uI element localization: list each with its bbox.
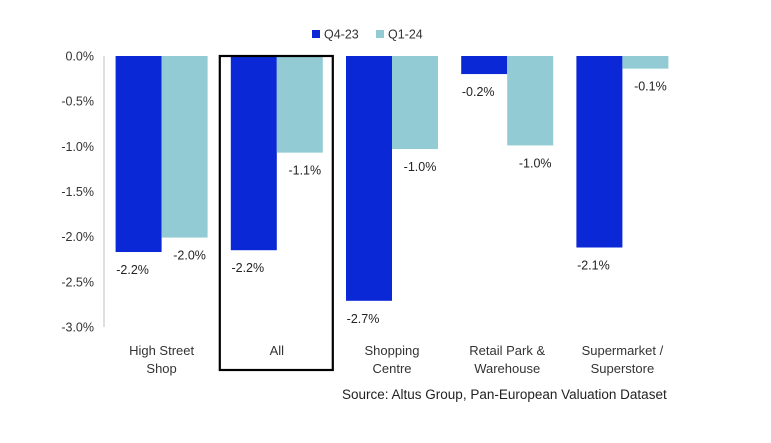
category-label: Warehouse <box>474 361 540 376</box>
bar-q4-23-4 <box>576 56 623 248</box>
legend-swatch-q1-24 <box>376 30 384 38</box>
data-label-q1-24-3: -1.0% <box>519 156 552 170</box>
data-label-q4-23-1: -2.2% <box>231 261 264 275</box>
y-tick-label: -3.0% <box>61 321 94 335</box>
data-label-q1-24-1: -1.1% <box>288 164 321 178</box>
category-label: All <box>270 343 285 358</box>
data-label-q4-23-3: -0.2% <box>462 85 495 99</box>
data-labels: -2.2% -2.2% -2.7% -0.2% -2.1% -2.0% -1.1% -1.0%… <box>116 80 666 326</box>
bar-q4-23-3 <box>461 56 508 75</box>
y-tick-label: -2.5% <box>61 275 94 289</box>
bar-q1-24-3 <box>507 56 554 146</box>
legend-label-q1-24: Q1-24 <box>388 28 423 42</box>
y-tick-label: -0.5% <box>61 95 94 109</box>
data-label-q4-23-4: -2.1% <box>577 259 610 273</box>
bar-q4-23-1 <box>230 56 277 251</box>
category-label: Retail Park & <box>469 343 545 358</box>
bar-q1-24-2 <box>392 56 438 150</box>
bar-q1-24-1 <box>276 56 323 153</box>
category-label: Superstore <box>591 361 655 376</box>
y-tick-label: -1.5% <box>61 185 94 199</box>
source-note: Source: Altus Group, Pan-European Valuat… <box>342 387 667 402</box>
highlight-box-group <box>218 54 334 372</box>
y-axis: 0.0% -0.5% -1.0% -1.5% -2.0% -2.5% -3.0% <box>61 50 105 335</box>
category-label: Shopping <box>365 343 420 358</box>
legend: Q4-23 Q1-24 <box>312 28 423 42</box>
highlight-box <box>218 54 334 372</box>
legend-label-q4-23: Q4-23 <box>324 28 359 42</box>
x-axis: High Street Shop All Shopping Centre Retail P… <box>129 343 664 376</box>
data-label-q1-24-0: -2.0% <box>173 249 206 263</box>
bar-q4-23-0 <box>115 56 162 253</box>
bars <box>115 56 669 301</box>
y-tick-label: 0.0% <box>66 50 95 64</box>
y-tick-label: -2.0% <box>61 230 94 244</box>
data-label-q1-24-4: -0.1% <box>634 80 667 94</box>
category-label: Centre <box>372 361 411 376</box>
category-label: High Street <box>129 343 194 358</box>
bar-q1-24-0 <box>161 56 208 238</box>
bar-q1-24-4 <box>622 56 669 69</box>
bar-q4-23-2 <box>346 56 392 301</box>
category-label: Supermarket / <box>582 343 664 358</box>
data-label-q4-23-0: -2.2% <box>116 263 149 277</box>
legend-swatch-q4-23 <box>312 30 320 38</box>
data-label-q4-23-2: -2.7% <box>347 312 380 326</box>
y-tick-label: -1.0% <box>61 140 94 154</box>
category-label: Shop <box>146 361 176 376</box>
data-label-q1-24-2: -1.0% <box>404 160 437 174</box>
